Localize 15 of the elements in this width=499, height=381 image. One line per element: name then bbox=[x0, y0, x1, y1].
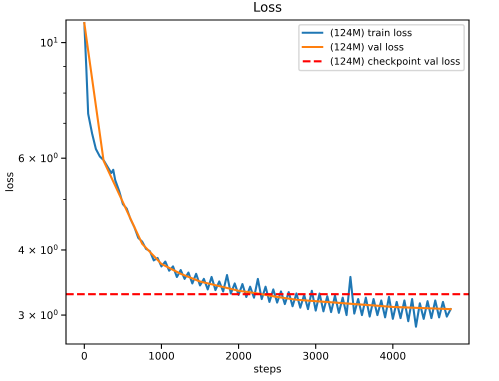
y-tick-label: 4 × 10$^{0}$ bbox=[18, 244, 58, 254]
x-tick-label: 3000 bbox=[303, 352, 328, 360]
x-tick-label: 1000 bbox=[149, 352, 174, 360]
x-tick-label: 2000 bbox=[226, 352, 252, 360]
legend-label: (124M) val loss bbox=[330, 43, 404, 52]
y-tick-label: 3 × 10$^{0}$ bbox=[18, 310, 58, 320]
y-tick-label: 6 × 10$^{0}$ bbox=[18, 152, 58, 162]
legend-label: (124M) train loss bbox=[330, 28, 412, 38]
x-tick-label: 0 bbox=[82, 352, 87, 360]
y-tick-label: 10$^{1}$ bbox=[41, 37, 58, 47]
legend-label: (124M) checkpoint val loss bbox=[330, 57, 460, 67]
x-tick-label: 4000 bbox=[380, 352, 406, 360]
y-axis-title: loss bbox=[5, 172, 14, 192]
x-axis-title: steps bbox=[254, 365, 281, 375]
chart-title: Loss bbox=[254, 2, 282, 12]
